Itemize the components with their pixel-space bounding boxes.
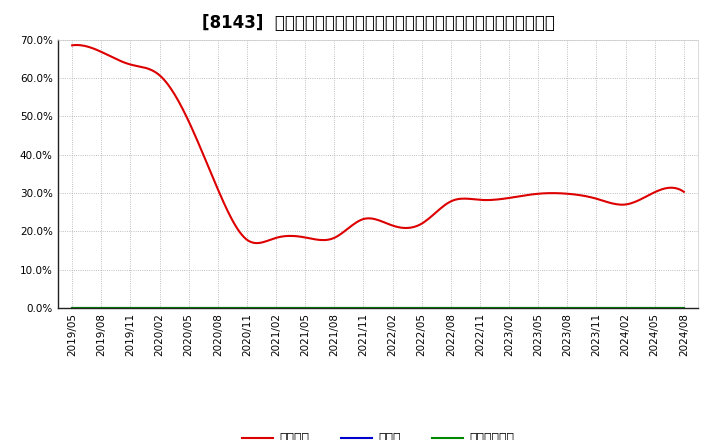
のれん <box>68 305 76 311</box>
繰延税金資産 <box>505 305 513 311</box>
自己資本 <box>72 42 81 48</box>
のれん <box>126 305 135 311</box>
繰延税金資産 <box>184 305 193 311</box>
のれん <box>388 305 397 311</box>
のれん <box>505 305 513 311</box>
繰延税金資産 <box>388 305 397 311</box>
繰延税金資産 <box>213 305 222 311</box>
自己資本 <box>70 43 78 48</box>
繰延税金資産 <box>418 305 426 311</box>
自己資本 <box>434 208 443 213</box>
自己資本 <box>680 189 688 194</box>
のれん <box>680 305 688 311</box>
のれん <box>534 305 543 311</box>
自己資本 <box>588 195 596 200</box>
繰延税金資産 <box>680 305 688 311</box>
繰延税金資産 <box>156 305 164 311</box>
自己資本 <box>252 240 261 246</box>
のれん <box>301 305 310 311</box>
自己資本 <box>626 201 635 206</box>
繰延税金資産 <box>563 305 572 311</box>
のれん <box>418 305 426 311</box>
繰延税金資産 <box>243 305 251 311</box>
のれん <box>446 305 455 311</box>
繰延税金資産 <box>330 305 338 311</box>
Line: 自己資本: 自己資本 <box>72 45 684 243</box>
繰延税金資産 <box>126 305 135 311</box>
自己資本 <box>68 43 76 48</box>
のれん <box>330 305 338 311</box>
繰延税金資産 <box>650 305 659 311</box>
繰延税金資産 <box>68 305 76 311</box>
繰延税金資産 <box>301 305 310 311</box>
繰延税金資産 <box>476 305 485 311</box>
繰延税金資産 <box>359 305 368 311</box>
のれん <box>621 305 630 311</box>
繰延税金資産 <box>271 305 280 311</box>
のれん <box>271 305 280 311</box>
Legend: 自己資本, のれん, 繰延税金資産: 自己資本, のれん, 繰延税金資産 <box>237 427 519 440</box>
繰延税金資産 <box>592 305 600 311</box>
のれん <box>563 305 572 311</box>
のれん <box>243 305 251 311</box>
のれん <box>184 305 193 311</box>
のれん <box>592 305 600 311</box>
のれん <box>97 305 106 311</box>
Title: [8143]  自己資本、のれん、繰延税金資産の総資産に対する比率の推移: [8143] 自己資本、のれん、繰延税金資産の総資産に対する比率の推移 <box>202 15 554 33</box>
のれん <box>476 305 485 311</box>
繰延税金資産 <box>446 305 455 311</box>
のれん <box>359 305 368 311</box>
自己資本 <box>436 206 445 211</box>
繰延税金資産 <box>97 305 106 311</box>
自己資本 <box>446 199 455 204</box>
繰延税金資産 <box>621 305 630 311</box>
のれん <box>213 305 222 311</box>
のれん <box>650 305 659 311</box>
繰延税金資産 <box>534 305 543 311</box>
のれん <box>156 305 164 311</box>
